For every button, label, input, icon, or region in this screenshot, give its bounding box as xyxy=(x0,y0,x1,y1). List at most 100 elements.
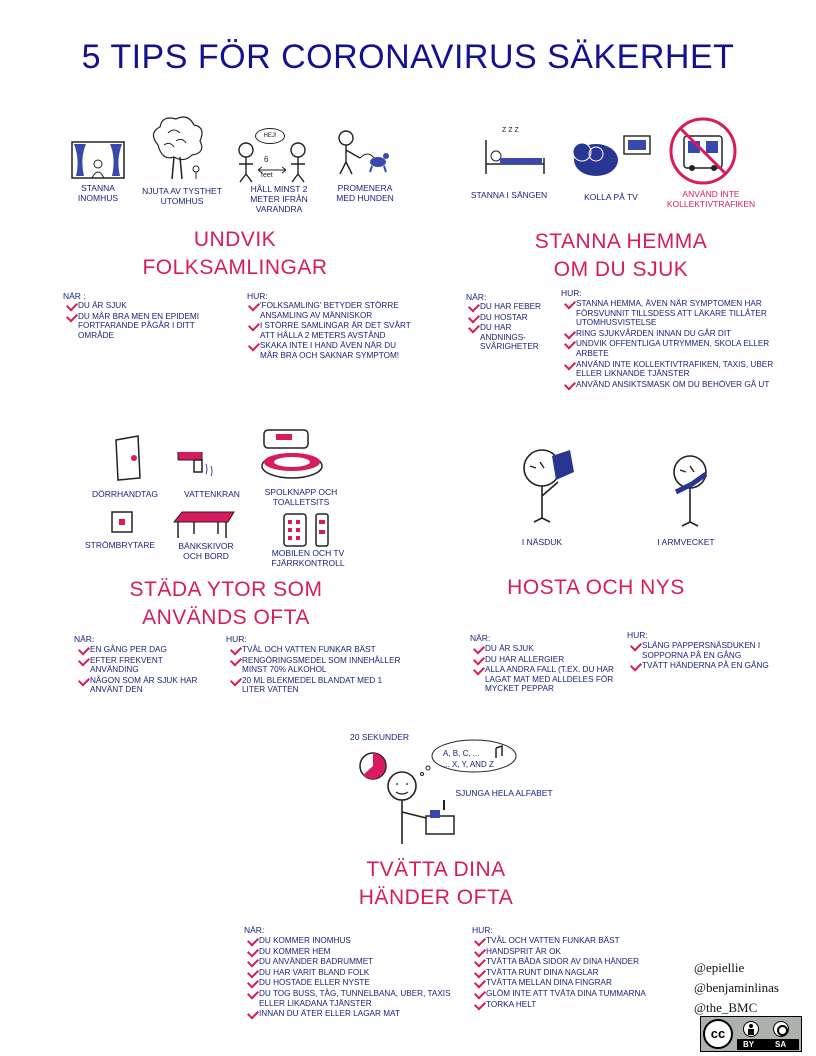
list-item: TVÄTTA MELLAN DINA FINGRAR xyxy=(474,978,684,988)
list-item: DU HOSTAR xyxy=(468,313,556,323)
credit-handle: @the_BMC xyxy=(694,1000,758,1015)
by-label: BY xyxy=(743,1040,755,1049)
when-list: DU KOMMER INOMHUS DU KOMMER HEM DU ANVÄN… xyxy=(247,936,461,1020)
caption-toilet: SPOLKNAPP OCH TOALLETSITS xyxy=(264,487,338,507)
table-icon xyxy=(172,511,235,538)
caption-switch: STRÖMBRYTARE xyxy=(84,540,156,550)
speech-bubble: HEJ! xyxy=(255,128,285,144)
when-list: DU ÄR SJUK DU MÅR BRA MEN EN EPIDEMI FOR… xyxy=(66,301,228,341)
when-label: NÄR: xyxy=(470,633,491,643)
house-icon xyxy=(71,141,125,179)
list-item: INNAN DU ÄTER ELLER LAGAR MAT xyxy=(247,1009,461,1019)
list-item: TVÅL OCH VATTEN FUNKAR BÄST xyxy=(230,645,402,655)
how-list: SLÄNG PAPPERSNÄSDUKEN I SOPPORNA PÅ EN G… xyxy=(630,641,796,672)
list-item: DU KOMMER INOMHUS xyxy=(247,936,461,946)
hand-washing-person-icon xyxy=(387,771,455,844)
thought-bubble-icon xyxy=(420,739,517,776)
list-item: DU MÅR BRA MEN EN EPIDEMI FORTFARANDE PÅ… xyxy=(66,312,228,341)
when-label: NÄR : xyxy=(63,291,86,301)
timer-icon xyxy=(359,752,387,780)
how-list: STANNA HEMMA, ÄVEN NÄR SYMPTOMEN HAR FÖR… xyxy=(564,299,800,390)
elbow-sneeze-icon xyxy=(673,455,708,527)
how-list: 'FOLKSAMLING' BETYDER STÖRRE ANSAMLING A… xyxy=(248,301,414,362)
zzz-text: Z Z Z xyxy=(502,127,519,134)
how-list: TVÅL OCH VATTEN FUNKAR BÄST RENGÖRINGSME… xyxy=(230,645,402,696)
list-item: I STÖRRE SAMLINGAR ÄR DET SVÅRT ATT HÅLL… xyxy=(248,321,414,340)
caption-transit: ANVÄND INTE KOLLEKTIVTRAFIKEN xyxy=(666,189,756,209)
section-title-stay-home: STANNA HEMMA OM DU SJUK xyxy=(534,230,708,281)
caption-tap: VATTENKRAN xyxy=(184,489,240,499)
license-badge: cc BY SA xyxy=(700,1016,802,1052)
door-icon xyxy=(115,435,141,481)
dog-walk-icon xyxy=(338,130,389,175)
list-item: DU HAR FEBER xyxy=(468,302,556,312)
list-item: RENGÖRINGSMEDEL SOM INNEHÅLLER MINST 70%… xyxy=(230,656,402,675)
credits: @epiellie @benjaminlinas @the_BMC xyxy=(694,958,779,1018)
caption-stay-in: STANNA INOMHUS xyxy=(77,183,119,203)
list-item: DU HAR ANDNINGS-SVÅRIGHETER xyxy=(468,323,556,352)
distance-unit: feet xyxy=(261,172,273,179)
list-item: GLÖM INTE ATT TVÄTA DINA TUMMARNA xyxy=(474,989,684,999)
list-item: ANVÄND ANSIKTSMASK OM DU BEHÖVER GÅ UT xyxy=(564,380,800,390)
toilet-icon xyxy=(261,429,323,479)
credit-handle: @epiellie xyxy=(694,960,745,975)
caption-silence: NJUTA AV TYSTHET UTOMHUS xyxy=(142,186,222,206)
list-item: TVÅL OCH VATTEN FUNKAR BÄST xyxy=(474,936,684,946)
caption-distance: HÅLL MINST 2 METER IFRÅN VARANDRA xyxy=(250,184,308,214)
list-item: ALLA ANDRA FALL (T.EX. DU HAR LAGAT MAT … xyxy=(473,665,635,694)
section-title-cough-sneeze: HOSTA OCH NYS xyxy=(507,576,685,599)
cc-icon: cc xyxy=(703,1019,733,1049)
how-label: HUR: xyxy=(561,288,582,298)
how-list: TVÅL OCH VATTEN FUNKAR BÄST HANDSPRIT ÄR… xyxy=(474,936,684,1010)
when-label: NÄR: xyxy=(244,925,265,935)
sing-caption: SJUNGA HELA ALFABET xyxy=(455,788,553,798)
caption-elbow: I ARMVECKET xyxy=(657,537,715,547)
list-item: TVÄTTA RUNT DINA NAGLAR xyxy=(474,968,684,978)
two-people-icon xyxy=(238,142,306,183)
switch-icon xyxy=(111,511,133,533)
list-item: DU HAR VARIT BLAND FOLK xyxy=(247,968,461,978)
list-item: SLÄNG PAPPERSNÄSDUKEN I SOPPORNA PÅ EN G… xyxy=(630,641,796,660)
list-item: ANVÄND INTE KOLLEKTIVTRAFIKEN, TAXIS, UB… xyxy=(564,360,800,379)
when-list: DU ÄR SJUK DU HAR ALLERGIER ALLA ANDRA F… xyxy=(473,644,635,695)
section-title-avoid-crowds: UNDVIK FOLKSAMLINGAR xyxy=(142,228,328,279)
list-item: SKAKA INTE I HAND ÄVEN NÄR DU MÅR BRA OC… xyxy=(248,341,414,360)
list-item: DU KOMMER HEM xyxy=(247,947,461,957)
caption-tv: KOLLA PÅ TV xyxy=(584,192,638,202)
phone-remote-icon xyxy=(283,513,329,547)
how-label: HUR: xyxy=(247,291,268,301)
list-item: RING SJUKVÅRDEN INNAN DU GÅR DIT xyxy=(564,329,800,339)
distance-number: 6 xyxy=(264,155,269,164)
list-item: EN GÅNG PER DAG xyxy=(78,645,208,655)
caption-tissue: I NÄSDUK xyxy=(521,537,563,547)
tap-icon xyxy=(177,452,213,477)
thought-line-1: A, B, C, ... xyxy=(443,749,480,758)
list-item: DU ANVÄNDER BADRUMMET xyxy=(247,957,461,967)
list-item: DU ÄR SJUK xyxy=(473,644,635,654)
list-item: DU ÄR SJUK xyxy=(66,301,228,311)
bed-icon xyxy=(485,140,545,174)
list-item: DU TOG BUSS, TÅG, TUNNELBANA, UBER, TAXI… xyxy=(247,989,461,1008)
share-alike-icon xyxy=(773,1021,789,1037)
list-item: 20 ML BLEKMEDEL BLANDAT MED 1 LITER VATT… xyxy=(230,676,402,695)
when-label: NÄR: xyxy=(74,634,95,644)
when-list: EN GÅNG PER DAG EFTER FREKVENT ANVÄNDING… xyxy=(78,645,208,696)
tree-icon xyxy=(152,116,203,180)
sa-label: SA xyxy=(775,1040,787,1049)
caption-table: BÄNKSKIVOR OCH BORD xyxy=(178,541,234,561)
page-title: 5 TIPS FÖR CORONAVIRUS SÄKERHET xyxy=(81,38,735,76)
list-item: UNDVIK OFFENTLIGA UTRYMMEN, SKOLA ELLER … xyxy=(564,339,800,358)
how-label: HUR: xyxy=(226,634,247,644)
caption-bed: STANNA I SÄNGEN xyxy=(470,190,548,200)
caption-phone: MOBILEN OCH TV FJÄRRKONTROLL xyxy=(271,548,345,568)
list-item: EFTER FREKVENT ANVÄNDING xyxy=(78,656,208,675)
tv-icon xyxy=(572,135,651,176)
credit-handle: @benjaminlinas xyxy=(694,980,779,995)
thought-line-2: ... X, Y, AND Z xyxy=(443,760,494,769)
list-item: TORKA HELT xyxy=(474,1000,684,1010)
list-item: STANNA HEMMA, ÄVEN NÄR SYMPTOMEN HAR FÖR… xyxy=(564,299,800,328)
list-item: DU HOSTADE ELLER NYSTE xyxy=(247,978,461,988)
section-title-wash-hands: TVÄTTA DINA HÄNDER OFTA xyxy=(358,858,514,909)
how-label: HUR: xyxy=(472,925,493,935)
by-person-icon xyxy=(743,1021,759,1037)
